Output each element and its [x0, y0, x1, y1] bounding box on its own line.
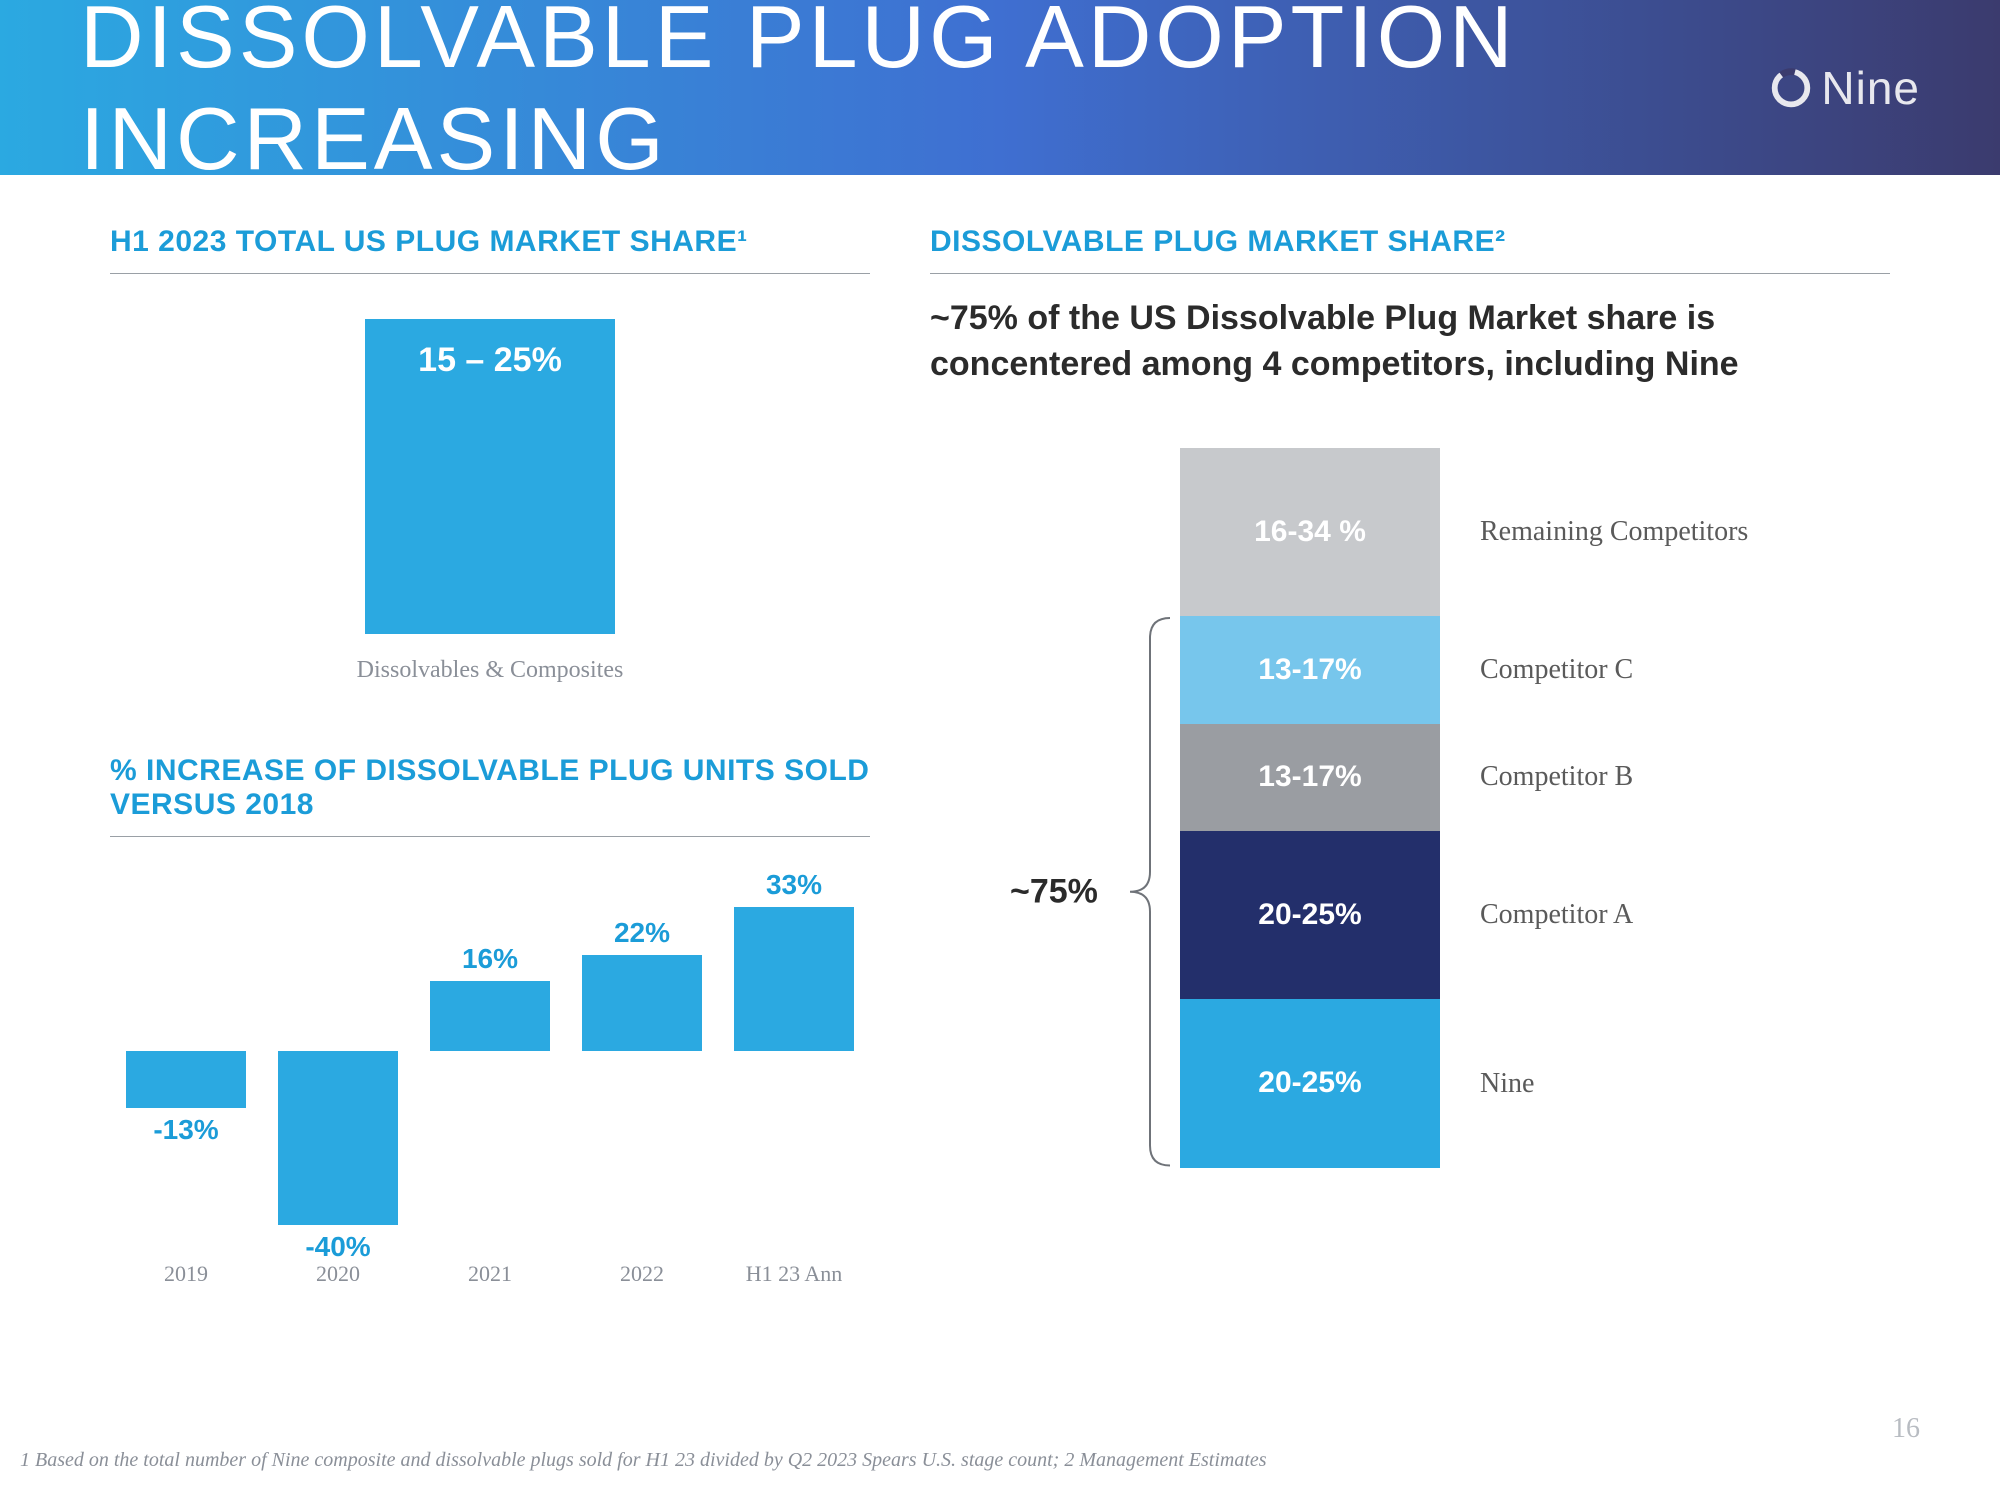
chart2-increase-vs-2018: 2019202020212022H1 23 Ann -13%-40%16%22%… — [110, 877, 870, 1247]
stack-segment: 13-17% — [1180, 616, 1440, 723]
stacked-bar-column: 16-34 %13-17%13-17%20-25%20-25% — [1180, 448, 1440, 1168]
chart2-wrapper: % INCREASE OF DISSOLVABLE PLUG UNITS SOL… — [110, 754, 870, 1247]
page-title: DISSOLVABLE PLUG ADOPTION INCREASING — [80, 0, 1920, 190]
chart1-category-label: Dissolvables & Composites — [110, 657, 870, 684]
right-title: DISSOLVABLE PLUG MARKET SHARE² — [930, 225, 1890, 274]
chart1-bar-value: 15 – 25% — [418, 341, 562, 380]
chart1-title: H1 2023 TOTAL US PLUG MARKET SHARE¹ — [110, 225, 870, 274]
chart2-x-label: 2022 — [566, 1261, 718, 1287]
title-bar: DISSOLVABLE PLUG ADOPTION INCREASING Nin… — [0, 0, 2000, 175]
chart2-x-label: 2020 — [262, 1261, 414, 1287]
chart2-title: % INCREASE OF DISSOLVABLE PLUG UNITS SOL… — [110, 754, 870, 837]
stacked-market-share-chart: 16-34 %13-17%13-17%20-25%20-25% ~75% Rem… — [930, 448, 1890, 1188]
chart2-bar-value: -40% — [305, 1231, 370, 1263]
chart2-x-label: 2021 — [414, 1261, 566, 1287]
left-column: H1 2023 TOTAL US PLUG MARKET SHARE¹ 15 –… — [110, 225, 870, 1500]
stack-segment-label: Remaining Competitors — [1480, 516, 1748, 548]
stack-segment-label: Competitor B — [1480, 761, 1633, 793]
chart2-bar-value: 33% — [766, 869, 822, 901]
right-column: DISSOLVABLE PLUG MARKET SHARE² ~75% of t… — [930, 225, 1890, 1500]
stack-segment-label: Competitor A — [1480, 899, 1633, 931]
stack-segment: 20-25% — [1180, 999, 1440, 1168]
stack-segment-label: Nine — [1480, 1068, 1534, 1100]
chart2-bar-value: 16% — [462, 943, 518, 975]
stack-segment: 13-17% — [1180, 724, 1440, 831]
chart2-x-label: 2019 — [110, 1261, 262, 1287]
chart2-bar-value: 22% — [614, 917, 670, 949]
content-area: H1 2023 TOTAL US PLUG MARKET SHARE¹ 15 –… — [0, 175, 2000, 1500]
chart1-market-share: 15 – 25% Dissolvables & Composites — [110, 304, 870, 684]
page-number: 16 — [1892, 1413, 1920, 1445]
right-subtitle: ~75% of the US Dissolvable Plug Market s… — [930, 296, 1890, 388]
nine-logo-icon — [1767, 64, 1815, 112]
nine-logo: Nine — [1767, 61, 1920, 115]
chart2-bar: -40% — [278, 877, 398, 1247]
chart2-bar: -13% — [126, 877, 246, 1247]
chart2-bar: 22% — [582, 877, 702, 1247]
stack-segment: 20-25% — [1180, 831, 1440, 1000]
chart2-bar: 33% — [734, 877, 854, 1247]
chart2-bar: 16% — [430, 877, 550, 1247]
nine-logo-text: Nine — [1821, 61, 1920, 115]
chart2-bar-value: -13% — [153, 1114, 218, 1146]
chart2-x-label: H1 23 Ann — [718, 1261, 870, 1287]
stack-segment: 16-34 % — [1180, 448, 1440, 617]
bracket-75-label: ~75% — [1010, 873, 1098, 912]
footnote: 1 Based on the total number of Nine comp… — [20, 1449, 1267, 1472]
bracket-75 — [1110, 616, 1180, 1167]
chart2-x-axis: 2019202020212022H1 23 Ann — [110, 1261, 870, 1287]
chart1-bar: 15 – 25% — [365, 319, 615, 634]
stack-segment-label: Competitor C — [1480, 654, 1633, 686]
